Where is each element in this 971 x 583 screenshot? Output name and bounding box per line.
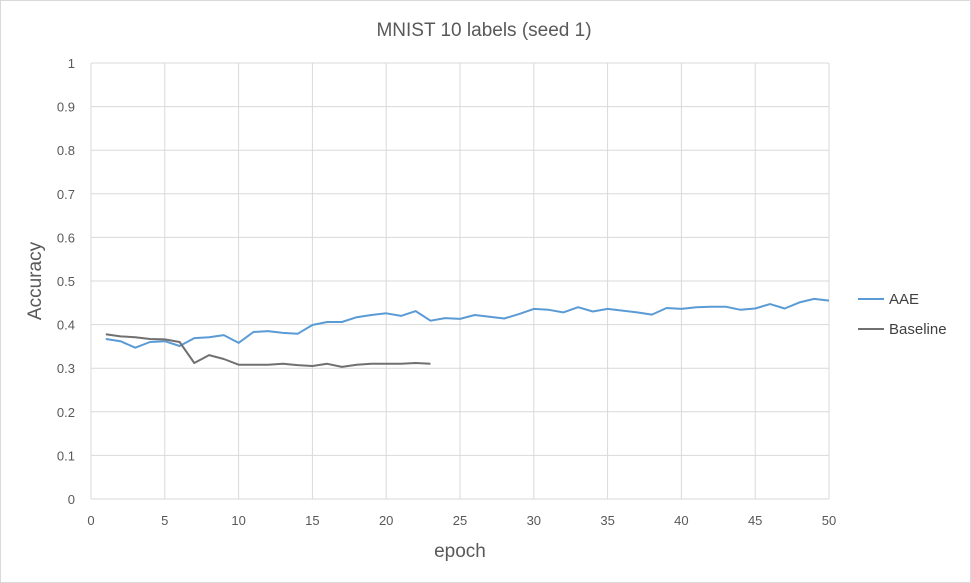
x-tick-label: 30 (527, 513, 541, 528)
x-tick-label: 40 (674, 513, 688, 528)
y-tick-label: 0.9 (57, 100, 75, 115)
x-tick-label: 5 (161, 513, 168, 528)
y-tick-label: 1 (68, 56, 75, 71)
y-tick-label: 0.7 (57, 187, 75, 202)
legend-label: Baseline (889, 321, 947, 338)
x-tick-label: 35 (600, 513, 614, 528)
x-tick-label: 10 (231, 513, 245, 528)
x-tick-label: 0 (87, 513, 94, 528)
y-tick-label: 0.5 (57, 274, 75, 289)
y-tick-label: 0.2 (57, 405, 75, 420)
chart-title: MNIST 10 labels (seed 1) (376, 20, 591, 41)
y-tick-labels: 0 0.1 0.2 0.3 0.4 0.5 0.6 0.7 0.8 0.9 1 (57, 56, 75, 507)
x-tick-labels: 0 5 10 15 20 25 30 35 40 45 50 (87, 513, 836, 528)
y-tick-label: 0.1 (57, 448, 75, 463)
legend: AAE Baseline (858, 291, 947, 338)
y-tick-label: 0.4 (57, 318, 75, 333)
series-line-aae (105, 297, 830, 349)
y-tick-label: 0.8 (57, 143, 75, 158)
series-line-baseline (105, 333, 431, 368)
x-tick-label: 50 (822, 513, 836, 528)
y-tick-label: 0 (68, 492, 75, 507)
y-tick-label: 0.6 (57, 230, 75, 245)
y-axis-label: Accuracy (25, 241, 46, 320)
x-tick-label: 15 (305, 513, 319, 528)
x-tick-label: 25 (453, 513, 467, 528)
grid-lines (90, 62, 830, 500)
x-axis-label: epoch (434, 541, 486, 562)
legend-label: AAE (889, 291, 919, 308)
series-lines (105, 297, 830, 368)
x-tick-label: 20 (379, 513, 393, 528)
y-tick-label: 0.3 (57, 361, 75, 376)
x-tick-label: 45 (748, 513, 762, 528)
